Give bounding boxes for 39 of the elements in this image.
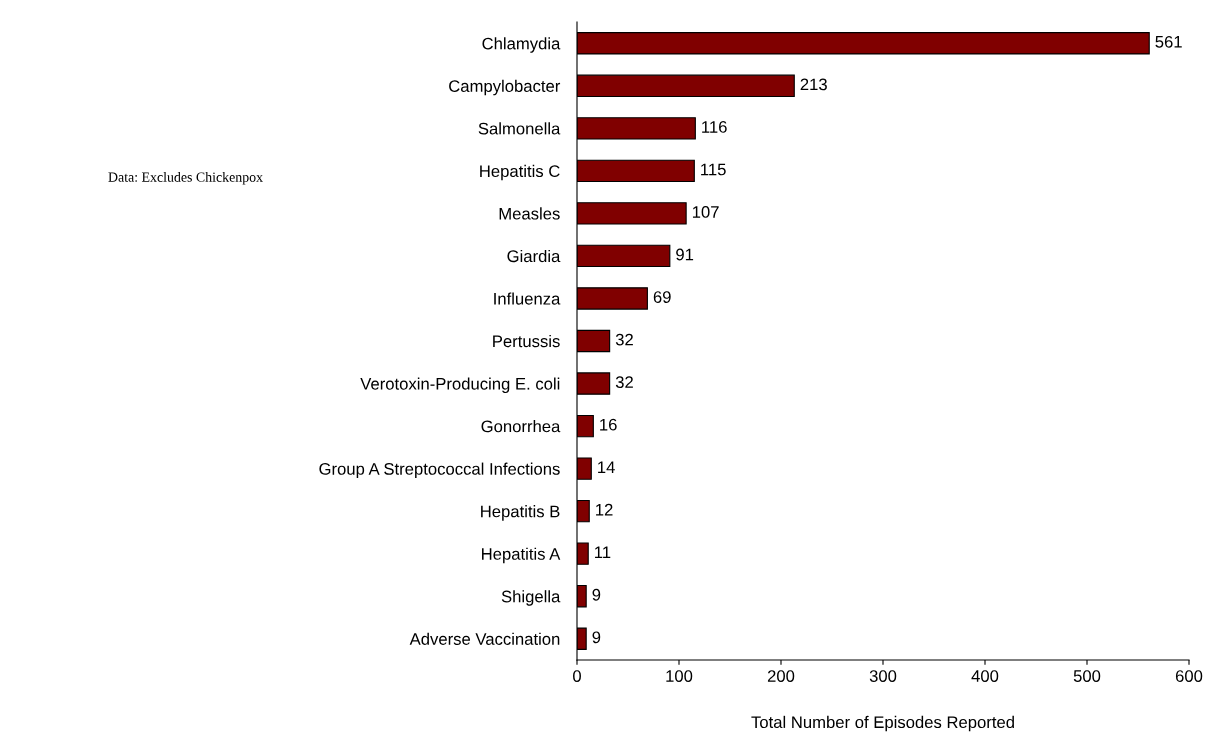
x-tick-label: 600 [1175, 670, 1203, 682]
data-label: 9 [592, 631, 601, 644]
data-label: 115 [701, 163, 726, 176]
y-tick-label: Verotoxin-Producing E. coli [360, 377, 560, 394]
data-label: 91 [676, 248, 694, 261]
y-tick-label: Hepatitis C [480, 164, 560, 181]
data-label: 69 [653, 291, 671, 303]
data-label: 32 [615, 376, 633, 389]
y-tick-label: Gonorrhea [481, 420, 561, 433]
data-label: 561 [1155, 35, 1182, 48]
data-label: 16 [600, 418, 617, 431]
y-tick-label: Hepatitis B [481, 505, 560, 521]
y-tick-label: Salmonella [478, 122, 561, 135]
y-tick-label: Influenza [494, 292, 561, 305]
data-label: 11 [595, 546, 611, 558]
x-tick-label: 0 [573, 670, 581, 682]
data-label: 32 [615, 333, 633, 346]
y-tick-label: Measles [499, 207, 560, 220]
y-tick-label: Group A Streptococcal Infections [319, 462, 560, 479]
data-label: 213 [800, 78, 827, 91]
y-tick-label: Giardia [507, 249, 561, 263]
y-tick-label: Pertussis [493, 334, 560, 348]
x-tick-label: 100 [666, 670, 693, 682]
data-label: 107 [692, 206, 719, 218]
x-tick-label: 200 [767, 670, 795, 682]
x-tick-label: 300 [869, 670, 897, 682]
text: Data: Excludes Chickenpox [108, 172, 263, 185]
x-tick-label: 500 [1073, 670, 1101, 682]
y-tick-label: Hepatitis A [482, 547, 561, 564]
x-axis-title: Total Number of Episodes Reported [751, 715, 1014, 732]
data-label: 116 [702, 121, 727, 133]
data-label: 12 [596, 503, 613, 516]
y-tick-label: Shigella [501, 590, 561, 606]
y-tick-label: Campylobacter [449, 79, 561, 96]
y-tick-label: Chlamydia [482, 37, 561, 53]
y-tick-label: Adverse Vaccination [409, 632, 560, 645]
x-tick-label: 400 [971, 670, 999, 682]
data-label: 14 [598, 461, 615, 473]
data-label: 9 [592, 588, 601, 601]
